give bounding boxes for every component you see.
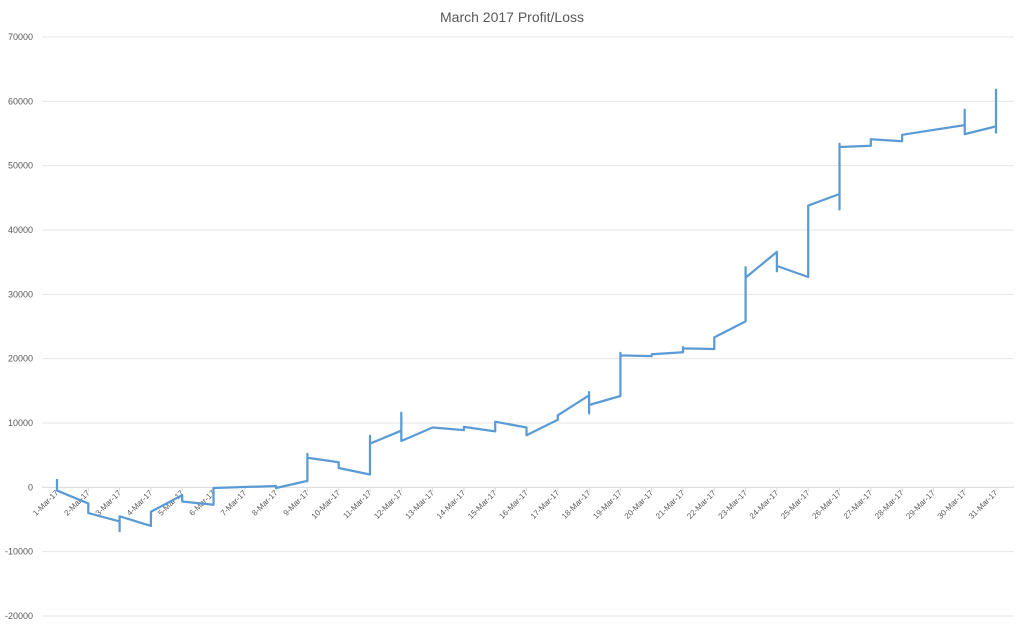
x-tick-label: 1-Mar-17 — [31, 488, 61, 518]
x-tick-label: 23-Mar-17 — [717, 488, 750, 521]
x-tick-label: 27-Mar-17 — [842, 488, 875, 521]
x-tick-label: 10-Mar-17 — [310, 488, 343, 521]
y-tick-label: 10000 — [8, 418, 33, 428]
x-tick-label: 26-Mar-17 — [810, 488, 843, 521]
x-tick-label: 14-Mar-17 — [435, 488, 468, 521]
y-tick-label: -20000 — [5, 611, 33, 621]
x-tick-label: 24-Mar-17 — [748, 488, 781, 521]
x-tick-label: 16-Mar-17 — [497, 488, 530, 521]
x-tick-label: 25-Mar-17 — [779, 488, 812, 521]
x-tick-label: 8-Mar-17 — [250, 488, 280, 518]
x-tick-label: 20-Mar-17 — [623, 488, 656, 521]
x-tick-label: 31-Mar-17 — [967, 488, 1000, 521]
y-tick-label: 0 — [28, 482, 33, 492]
y-tick-label: 70000 — [8, 32, 33, 42]
x-tick-label: 18-Mar-17 — [560, 488, 593, 521]
x-tick-label: 15-Mar-17 — [466, 488, 499, 521]
x-tick-label: 7-Mar-17 — [219, 488, 249, 518]
chart-title: March 2017 Profit/Loss — [440, 9, 584, 25]
x-tick-label: 21-Mar-17 — [654, 488, 687, 521]
x-tick-label: 17-Mar-17 — [529, 488, 562, 521]
y-tick-label: 30000 — [8, 289, 33, 299]
y-tick-label: 60000 — [8, 96, 33, 106]
x-tick-label: 11-Mar-17 — [341, 488, 373, 520]
x-tick-label: 12-Mar-17 — [372, 488, 405, 521]
x-tick-label: 9-Mar-17 — [282, 488, 312, 518]
x-tick-label: 29-Mar-17 — [904, 488, 937, 521]
y-tick-label: 20000 — [8, 354, 33, 364]
x-tick-label: 22-Mar-17 — [685, 488, 718, 521]
y-tick-label: 50000 — [8, 161, 33, 171]
x-tick-label: 30-Mar-17 — [936, 488, 969, 521]
x-tick-label: 5-Mar-17 — [156, 488, 186, 518]
y-tick-label: -10000 — [5, 547, 33, 557]
y-tick-label: 40000 — [8, 225, 33, 235]
series-line — [55, 88, 998, 533]
x-tick-label: 19-Mar-17 — [591, 488, 624, 521]
x-tick-label: 28-Mar-17 — [873, 488, 906, 521]
x-tick-label: 13-Mar-17 — [404, 488, 437, 521]
x-tick-label: 3-Mar-17 — [94, 488, 124, 518]
